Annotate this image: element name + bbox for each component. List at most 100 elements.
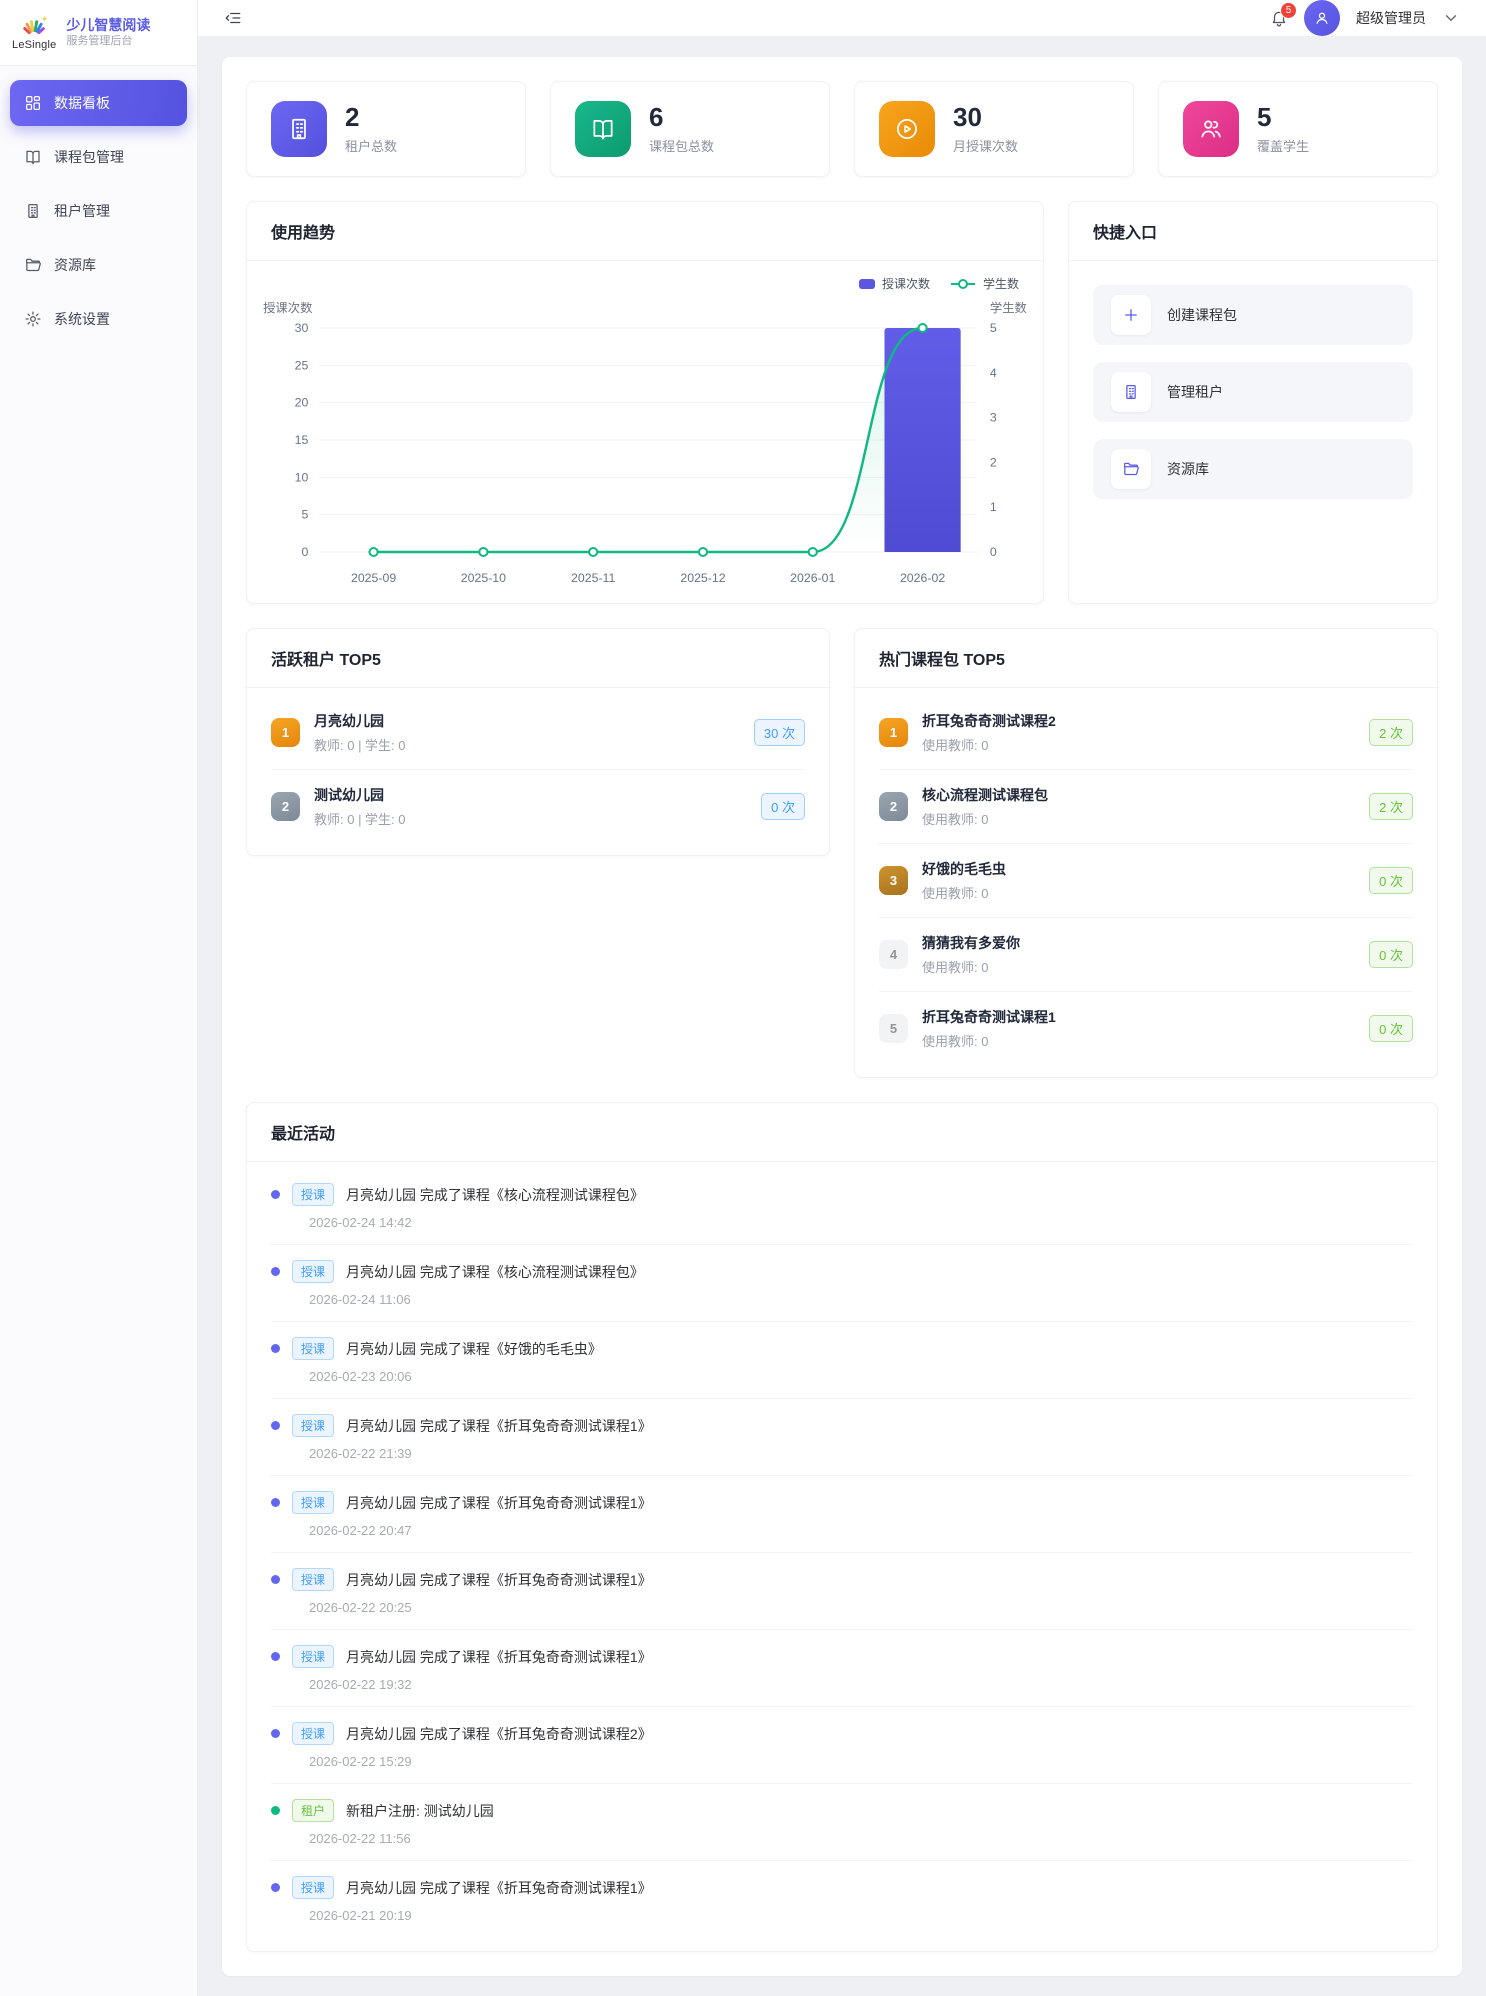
logo-brand: LeSingle xyxy=(12,38,57,51)
activity-dot xyxy=(271,1729,280,1738)
line-legend-swatch xyxy=(950,278,975,289)
chevron-down-icon xyxy=(1445,15,1457,21)
sidebar-nav: 数据看板 课程包管理 租户管理 资源库 系统设置 xyxy=(0,66,197,356)
svg-text:2025-10: 2025-10 xyxy=(461,571,506,585)
activity-dot xyxy=(271,1575,280,1584)
activity-type-badge: 授课 xyxy=(292,1722,335,1745)
activity-type-badge: 授课 xyxy=(292,1414,335,1437)
rank-badge: 2 xyxy=(271,792,300,821)
sidebar-item[interactable]: 课程包管理 xyxy=(10,134,187,180)
stat-card: 5 覆盖学生 xyxy=(1158,81,1438,177)
sidebar-item[interactable]: 数据看板 xyxy=(10,80,187,126)
activity-text: 新租户注册: 测试幼儿园 xyxy=(346,1802,494,1819)
sidebar-item[interactable]: 系统设置 xyxy=(10,296,187,342)
topbar: 5 超级管理员 xyxy=(198,0,1486,37)
activity-row: 租户 新租户注册: 测试幼儿园 2026-02-22 11:56 xyxy=(271,1784,1413,1861)
activity-dot xyxy=(271,1421,280,1430)
package-row: 1 折耳兔奇奇测试课程2 使用教师: 0 2 次 xyxy=(879,696,1413,770)
activity-row: 授课 月亮幼儿园 完成了课程《好饿的毛毛虫》 2026-02-23 20:06 xyxy=(271,1322,1413,1399)
dashboard-panel: 2 租户总数 6 课程包总数 30 xyxy=(222,57,1462,1976)
activity-dot xyxy=(271,1652,280,1661)
stat-label: 租户总数 xyxy=(345,139,398,155)
quick-entry-button[interactable]: 资源库 xyxy=(1093,439,1413,499)
quick-entry-list: 创建课程包 管理租户 资源库 xyxy=(1069,261,1437,523)
quick-entry-button[interactable]: 管理租户 xyxy=(1093,362,1413,422)
logo-mark: LeSingle xyxy=(12,15,56,51)
user-name[interactable]: 超级管理员 xyxy=(1356,10,1426,26)
sidebar-item[interactable]: 资源库 xyxy=(10,242,187,288)
notifications-button[interactable]: 5 xyxy=(1270,2,1297,27)
usage-trend-chart: 0 5 10 15 20 25 30 0 1 2 3 4 5 授课次数 学生数 2025-09 2025-10 2… xyxy=(247,292,1043,603)
activity-dot xyxy=(271,1498,280,1507)
active-tenants-list: 1 月亮幼儿园 教师: 0 | 学生: 0 30 次 2 测 xyxy=(247,688,829,855)
stat-card: 30 月授课次数 xyxy=(854,81,1134,177)
quick-entry-title: 快捷入口 xyxy=(1069,202,1437,261)
app-logo: LeSingle 少儿智慧阅读 服务管理后台 xyxy=(0,0,197,66)
activity-row: 授课 月亮幼儿园 完成了课程《折耳兔奇奇测试课程1》 2026-02-22 21… xyxy=(271,1399,1413,1476)
quick-entry-button[interactable]: 创建课程包 xyxy=(1093,285,1413,345)
stat-value: 30 xyxy=(953,101,982,132)
svg-text:25: 25 xyxy=(295,358,309,372)
building-icon xyxy=(24,202,42,220)
usage-count-badge: 0 次 xyxy=(761,793,805,820)
activity-dot xyxy=(271,1190,280,1199)
rank-badge: 1 xyxy=(879,718,908,747)
quick-entry-label: 资源库 xyxy=(1167,461,1209,477)
stat-card: 2 租户总数 xyxy=(246,81,526,177)
activity-dot xyxy=(271,1267,280,1276)
package-row: 4 猜猜我有多爱你 使用教师: 0 0 次 xyxy=(879,918,1413,992)
activity-time: 2026-02-22 21:39 xyxy=(309,1446,412,1461)
activity-text: 月亮幼儿园 完成了课程《折耳兔奇奇测试课程1》 xyxy=(346,1417,652,1434)
usage-count-badge: 0 次 xyxy=(1369,867,1413,894)
activity-text: 月亮幼儿园 完成了课程《核心流程测试课程包》 xyxy=(346,1263,644,1280)
activity-time: 2026-02-22 20:47 xyxy=(309,1523,412,1538)
svg-text:2: 2 xyxy=(990,456,997,470)
activity-time: 2026-02-24 14:42 xyxy=(309,1215,412,1230)
svg-text:授课次数: 授课次数 xyxy=(263,300,312,315)
tenant-name: 测试幼儿园 xyxy=(314,787,384,803)
play-circle-icon xyxy=(879,101,935,157)
activity-row: 授课 月亮幼儿园 完成了课程《折耳兔奇奇测试课程1》 2026-02-22 20… xyxy=(271,1553,1413,1630)
tenant-meta: 教师: 0 | 学生: 0 xyxy=(314,738,406,753)
activity-text: 月亮幼儿园 完成了课程《折耳兔奇奇测试课程1》 xyxy=(346,1648,652,1665)
students-icon xyxy=(1183,101,1239,157)
package-meta: 使用教师: 0 xyxy=(922,1034,989,1049)
folder-icon xyxy=(1111,449,1151,489)
quick-entry-label: 创建课程包 xyxy=(1167,307,1237,323)
svg-text:0: 0 xyxy=(990,545,997,559)
activity-type-badge: 授课 xyxy=(292,1876,335,1899)
stat-value: 2 xyxy=(345,101,360,132)
activity-text: 月亮幼儿园 完成了课程《核心流程测试课程包》 xyxy=(346,1186,644,1203)
activity-time: 2026-02-22 19:32 xyxy=(309,1677,412,1692)
sidebar-item[interactable]: 租户管理 xyxy=(10,188,187,234)
sidebar-item-label: 租户管理 xyxy=(54,203,110,219)
rank-badge: 5 xyxy=(879,1014,908,1043)
sidebar-collapse-button[interactable] xyxy=(224,9,242,27)
activity-type-badge: 授课 xyxy=(292,1568,335,1591)
stat-card: 6 课程包总数 xyxy=(550,81,830,177)
book-icon xyxy=(24,148,42,166)
package-name: 好饿的毛毛虫 xyxy=(922,861,1006,877)
quick-entry-label: 管理租户 xyxy=(1167,384,1223,400)
tenant-meta: 教师: 0 | 学生: 0 xyxy=(314,812,406,827)
user-menu-chevron[interactable] xyxy=(1442,9,1460,27)
app-subtitle: 服务管理后台 xyxy=(66,35,133,48)
chart-legend: 授课次数 学生数 xyxy=(247,261,1043,292)
package-row: 5 折耳兔奇奇测试课程1 使用教师: 0 0 次 xyxy=(879,992,1413,1065)
activity-row: 授课 月亮幼儿园 完成了课程《核心流程测试课程包》 2026-02-24 14:… xyxy=(271,1168,1413,1245)
svg-text:30: 30 xyxy=(295,321,309,335)
usage-trend-title: 使用趋势 xyxy=(247,202,1043,261)
activity-text: 月亮幼儿园 完成了课程《折耳兔奇奇测试课程1》 xyxy=(346,1879,652,1896)
avatar[interactable] xyxy=(1304,0,1340,36)
building-icon xyxy=(1111,372,1151,412)
collapse-icon xyxy=(225,12,241,24)
sidebar-item-label: 系统设置 xyxy=(54,311,110,327)
activity-row: 授课 月亮幼儿园 完成了课程《核心流程测试课程包》 2026-02-24 11:… xyxy=(271,1245,1413,1322)
activity-row: 授课 月亮幼儿园 完成了课程《折耳兔奇奇测试课程1》 2026-02-21 20… xyxy=(271,1861,1413,1937)
legend-item-student-count[interactable]: 学生数 xyxy=(950,275,1019,292)
legend-item-teach-count[interactable]: 授课次数 xyxy=(858,275,930,292)
svg-text:3: 3 xyxy=(990,411,997,425)
svg-text:2025-09: 2025-09 xyxy=(351,571,396,585)
hot-packages-list: 1 折耳兔奇奇测试课程2 使用教师: 0 2 次 2 核心流 xyxy=(855,688,1437,1077)
